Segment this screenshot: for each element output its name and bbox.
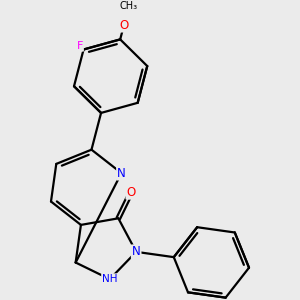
Text: O: O xyxy=(119,19,128,32)
Text: NH: NH xyxy=(102,274,118,284)
Text: N: N xyxy=(117,167,126,180)
Text: F: F xyxy=(76,41,83,51)
Text: O: O xyxy=(126,186,136,199)
Text: CH₃: CH₃ xyxy=(120,1,138,11)
Text: N: N xyxy=(132,245,140,258)
